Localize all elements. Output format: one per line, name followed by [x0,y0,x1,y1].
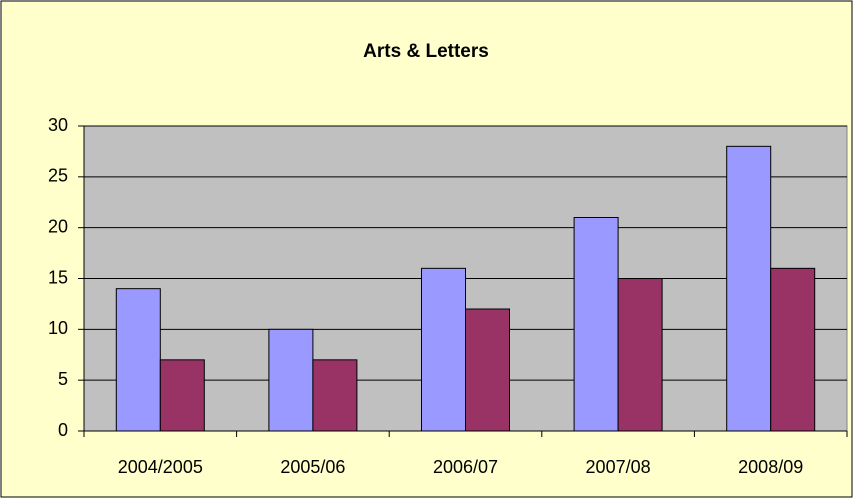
bar [268,328,314,432]
y-tick-label: 5 [58,369,68,389]
bar [312,359,358,432]
bar [770,267,816,432]
chart-title: Arts & Letters [363,41,489,62]
bar [465,308,510,432]
y-tick-label: 25 [48,166,68,186]
y-tick-label: 15 [48,267,68,287]
x-tick-label: 2005/06 [280,457,345,477]
bar [617,278,663,432]
bar [573,217,619,432]
x-tick-label: 2007/08 [586,457,651,477]
bar [115,288,161,432]
bar [159,359,205,432]
x-tick-label: 2004/2005 [118,457,203,477]
y-tick-label: 20 [48,216,68,236]
bar [726,145,772,432]
bar [421,267,466,432]
y-tick-label: 30 [48,115,68,135]
y-tick-label: 10 [48,318,68,338]
x-tick-label: 2008/09 [738,457,803,477]
x-tick-label: 2006/07 [433,457,498,477]
y-tick-label: 0 [58,420,68,440]
